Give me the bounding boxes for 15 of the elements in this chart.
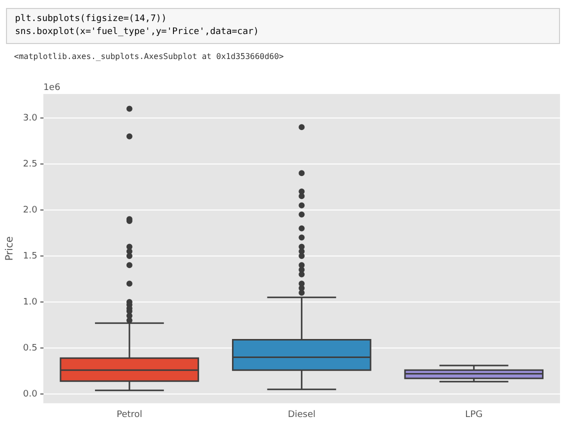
y-tick-label: 0.5 [22, 343, 38, 354]
x-tick-label: Petrol [116, 410, 142, 420]
x-tick-label: Diesel [288, 410, 316, 420]
text: 1e6 [43, 82, 61, 93]
x-tick-label: LPG [465, 410, 483, 420]
y-tick-label: 0.0 [22, 389, 38, 400]
y-axis-title: Price [4, 236, 16, 261]
text: plt.subplots(figsize=(14,7)) [15, 13, 168, 26]
y-tick-label: 1.5 [22, 251, 38, 262]
y-tick-label: 2.5 [22, 159, 38, 170]
text: <matplotlib.axes._subplots.AxesSubplot at 0x1d353660d60> [14, 52, 285, 61]
y-tick-label: 1.0 [22, 297, 38, 308]
text: sns.boxplot(x='fuel_type',y='Price',data=car) [15, 26, 260, 39]
y-tick-label: 2.0 [22, 205, 38, 216]
y-tick-label: 3.0 [22, 113, 38, 124]
